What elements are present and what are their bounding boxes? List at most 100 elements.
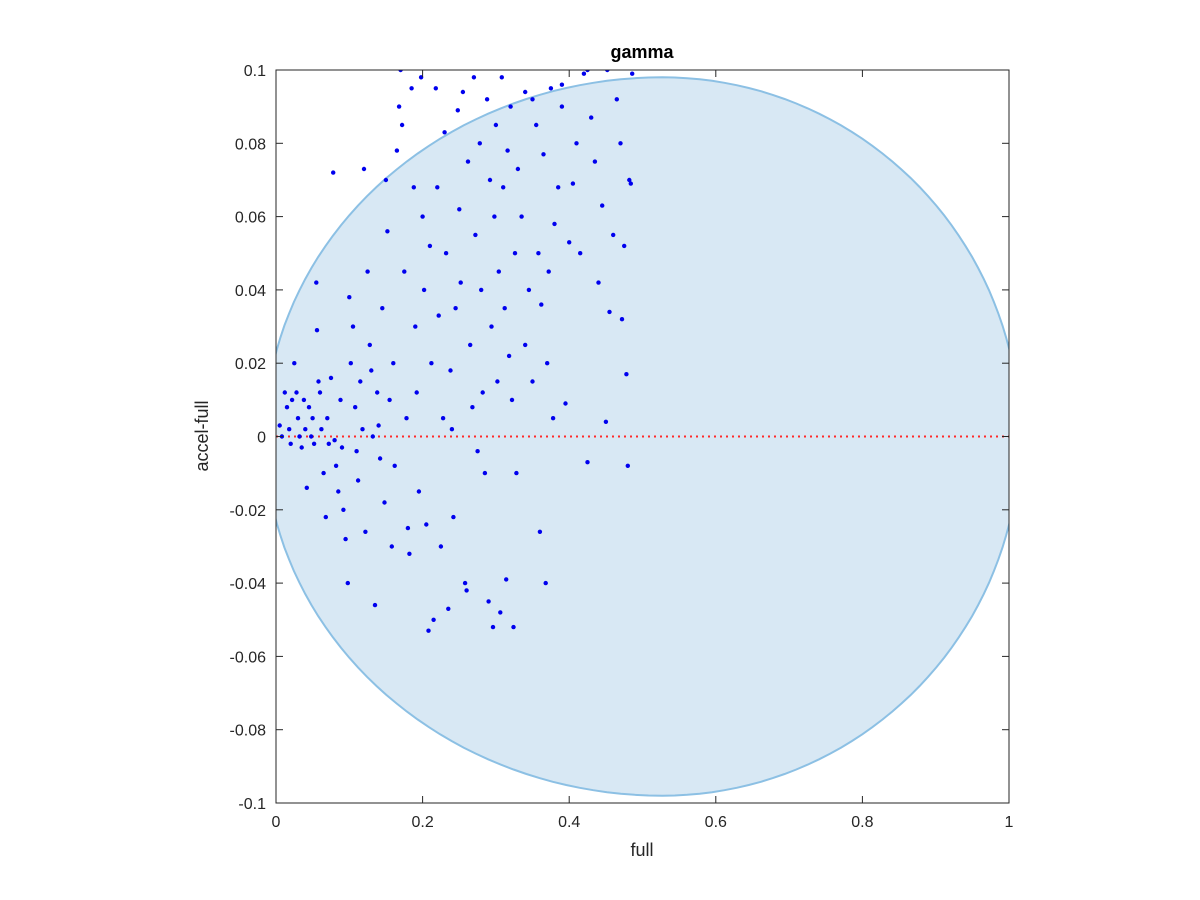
data-point	[409, 86, 414, 91]
data-point	[545, 361, 550, 366]
data-point	[567, 240, 572, 245]
data-point	[326, 441, 331, 446]
data-point	[314, 280, 319, 285]
data-point	[336, 489, 341, 494]
data-point	[505, 148, 510, 153]
data-point	[310, 416, 315, 421]
data-point	[630, 71, 635, 76]
data-point	[294, 390, 299, 395]
x-axis-label: full	[630, 840, 653, 860]
data-point	[319, 427, 324, 432]
data-point	[341, 507, 346, 512]
y-tick-label: -0.1	[238, 796, 266, 813]
data-point	[348, 361, 353, 366]
data-point	[468, 342, 473, 348]
data-point	[596, 280, 601, 285]
data-point	[440, 416, 446, 421]
data-point	[523, 89, 528, 95]
data-point	[426, 628, 431, 633]
data-point	[380, 306, 385, 311]
data-point	[539, 302, 544, 307]
data-point	[382, 500, 387, 505]
data-point	[435, 185, 440, 190]
data-point	[375, 390, 380, 395]
data-point	[515, 166, 521, 172]
data-point	[367, 342, 372, 348]
data-point	[295, 416, 301, 421]
data-point	[448, 368, 453, 373]
data-point	[530, 97, 535, 102]
data-point	[339, 445, 345, 450]
data-point	[323, 514, 328, 520]
y-tick-label: 0.02	[235, 356, 266, 373]
data-point	[496, 269, 501, 274]
data-point	[499, 75, 504, 80]
data-point	[355, 478, 361, 483]
data-point	[614, 97, 619, 102]
data-point	[338, 397, 343, 403]
data-point	[519, 214, 524, 219]
data-point	[492, 214, 497, 219]
data-point	[493, 122, 499, 128]
data-point	[473, 232, 478, 238]
data-point	[321, 470, 326, 476]
y-tick-label: 0.1	[244, 63, 266, 80]
data-point	[402, 269, 407, 274]
data-point	[477, 141, 482, 146]
data-point	[556, 185, 561, 190]
data-point	[385, 229, 390, 234]
data-point	[489, 324, 494, 329]
data-point	[333, 463, 339, 468]
data-point	[548, 86, 554, 91]
data-point	[487, 177, 493, 183]
data-point	[427, 243, 433, 249]
data-point	[457, 207, 462, 212]
data-point	[389, 544, 394, 549]
data-point	[436, 313, 441, 318]
data-point	[627, 177, 632, 183]
data-point	[421, 287, 427, 293]
data-point	[462, 580, 468, 586]
data-point	[433, 86, 438, 91]
data-point	[288, 441, 293, 446]
data-point	[603, 419, 609, 424]
y-tick-label: -0.06	[230, 649, 267, 666]
data-point	[541, 152, 546, 157]
data-point	[464, 588, 469, 593]
data-point	[370, 434, 375, 439]
data-point	[605, 70, 610, 73]
data-point	[289, 397, 295, 403]
data-point	[361, 166, 367, 172]
data-point	[314, 328, 320, 333]
data-point	[501, 185, 506, 190]
data-point	[304, 485, 309, 490]
data-point	[405, 525, 411, 531]
data-point	[589, 115, 594, 120]
data-point	[471, 75, 477, 80]
data-point	[299, 445, 304, 450]
data-point	[399, 122, 405, 128]
data-point	[495, 379, 500, 384]
data-point	[559, 104, 565, 109]
data-point	[479, 287, 484, 293]
data-point	[537, 529, 543, 534]
data-point	[592, 159, 598, 164]
data-point	[287, 427, 292, 432]
data-point	[411, 185, 416, 190]
data-point	[546, 269, 551, 274]
data-point	[607, 309, 612, 315]
data-point	[550, 416, 556, 421]
data-point	[353, 405, 358, 410]
data-point	[470, 405, 475, 410]
data-point	[438, 544, 444, 549]
data-point	[458, 280, 463, 285]
data-point	[309, 434, 314, 439]
data-point	[506, 353, 512, 359]
data-point	[420, 214, 425, 219]
data-point	[482, 470, 488, 476]
x-tick-label: 0	[272, 814, 281, 831]
data-point	[585, 460, 590, 465]
data-point	[369, 368, 374, 373]
data-point	[387, 397, 392, 403]
